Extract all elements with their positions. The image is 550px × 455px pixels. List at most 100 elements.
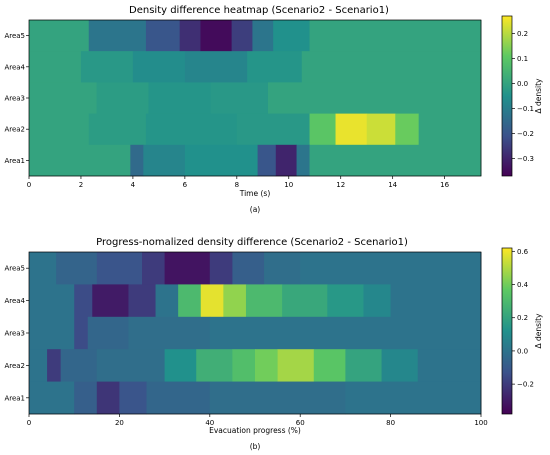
heatmap-cell (96, 349, 165, 382)
heatmap-cell (366, 113, 396, 145)
heatmap-cell (29, 20, 90, 52)
colorbar-ticks-b: 0.6 0.4 0.2 0.0 −0.2 (512, 248, 534, 389)
heatmap-cell (231, 20, 253, 52)
colorbar-tick-label: 0.0 (517, 347, 528, 355)
heatmap-cell (80, 51, 134, 83)
heatmap-cell (87, 316, 129, 350)
heatmap-cell (29, 284, 75, 317)
colorbar-a (502, 16, 512, 176)
colorbar-tick-label: −0.1 (517, 105, 534, 113)
heatmap-cell (309, 144, 482, 177)
colorbar-tick-label: 0.0 (517, 80, 528, 88)
colorbar-tick-label: −0.2 (517, 381, 534, 389)
colorbar-tick-label: 0.2 (517, 314, 528, 322)
heatmap-cell (143, 144, 186, 177)
x-tick-label: 6 (183, 181, 188, 189)
y-tick-label: Area5 (4, 265, 25, 273)
heatmap-cell (200, 20, 233, 52)
x-tick-label: 16 (440, 181, 449, 189)
heatmap-cell (252, 20, 274, 52)
caption-a: (a) (250, 205, 261, 214)
x-axis-label-a: Time (s) (239, 189, 271, 198)
heatmap-cell (335, 113, 368, 145)
heatmap-cell (56, 252, 98, 285)
heatmap-cell (363, 284, 391, 317)
heatmap-cell (345, 349, 382, 382)
x-tick-label: 10 (284, 181, 293, 189)
colorbar-label-a: Δ density (534, 78, 543, 114)
y-tick-label: Area5 (4, 32, 25, 40)
heatmap-cell (60, 349, 98, 382)
x-tick-label: 60 (296, 419, 305, 427)
x-axis-b: 0 20 40 60 80 100 (27, 414, 488, 427)
y-tick-label: Area4 (4, 63, 25, 71)
colorbar-label-b: Δ density (534, 313, 543, 349)
heatmap-cell (245, 284, 283, 317)
heatmap-cell (381, 349, 419, 382)
heatmap-cell (209, 381, 346, 415)
colorbar-ticks-a: 0.2 0.1 0.0 −0.1 −0.2 −0.3 (512, 30, 534, 163)
y-tick-label: Area4 (4, 297, 25, 305)
x-tick-label: 40 (205, 419, 214, 427)
heatmap-cell (257, 144, 277, 177)
heatmap-cell (29, 82, 97, 114)
heatmap-cell (275, 144, 297, 177)
y-tick-label: Area3 (4, 95, 25, 103)
heatmap-cell (29, 316, 75, 350)
heatmap-cells-a (29, 20, 482, 177)
heatmap-cell (309, 20, 482, 52)
heatmap-cell (145, 20, 181, 52)
chart-title-a: Density difference heatmap (Scenario2 - … (129, 5, 389, 16)
y-axis-b: Area5 Area4 Area3 Area2 Area1 (4, 265, 29, 402)
heatmap-cell (313, 349, 346, 382)
heatmap-cell (273, 20, 310, 52)
x-tick-label: 4 (131, 181, 136, 189)
heatmap-cell (223, 284, 247, 317)
heatmap-cell (29, 381, 75, 415)
heatmap-cell (345, 381, 482, 415)
x-axis-label-b: Evacuation progress (%) (209, 426, 301, 435)
colorbar-tick-label: 0.1 (517, 55, 528, 63)
x-tick-label: 12 (336, 181, 345, 189)
heatmap-panel-b: Progress-nomalized density difference (S… (4, 237, 543, 451)
heatmap-panel-a: Density difference heatmap (Scenario2 - … (4, 5, 543, 214)
heatmap-cell (327, 284, 364, 317)
heatmap-cell (132, 51, 186, 83)
heatmap-cell (282, 284, 328, 317)
heatmap-cell (119, 381, 147, 415)
caption-b: (b) (250, 442, 261, 451)
heatmap-cell (96, 82, 149, 114)
heatmap-cell (184, 51, 248, 83)
heatmap-cell (300, 252, 482, 285)
heatmap-cell (74, 381, 98, 415)
colorbar-tick-label: 0.4 (517, 281, 529, 289)
heatmap-cell (210, 82, 269, 114)
heatmap-cell (264, 252, 301, 285)
heatmap-cell (184, 144, 258, 177)
colorbar-b (502, 248, 512, 414)
heatmap-cell (418, 113, 482, 145)
x-tick-label: 80 (386, 419, 395, 427)
x-tick-label: 0 (27, 181, 31, 189)
heatmap-cell (29, 144, 131, 177)
heatmap-cell (92, 284, 129, 317)
heatmap-cell (128, 284, 156, 317)
heatmap-cell (142, 252, 165, 285)
x-tick-label: 20 (115, 419, 124, 427)
heatmap-cell (209, 252, 233, 285)
heatmap-cell (88, 113, 147, 145)
heatmap-cells-b (29, 252, 482, 415)
y-tick-label: Area3 (4, 330, 25, 338)
heatmap-cell (247, 51, 303, 83)
heatmap-cell (164, 252, 211, 285)
heatmap-cell (200, 284, 224, 317)
y-tick-label: Area2 (4, 126, 25, 134)
x-tick-label: 100 (474, 419, 487, 427)
heatmap-cell (130, 144, 144, 177)
x-tick-label: 14 (388, 181, 397, 189)
heatmap-cell (155, 284, 179, 317)
heatmap-cell (232, 252, 265, 285)
heatmap-cell (395, 113, 420, 145)
heatmap-cell (179, 20, 201, 52)
heatmap-cell (88, 20, 147, 52)
